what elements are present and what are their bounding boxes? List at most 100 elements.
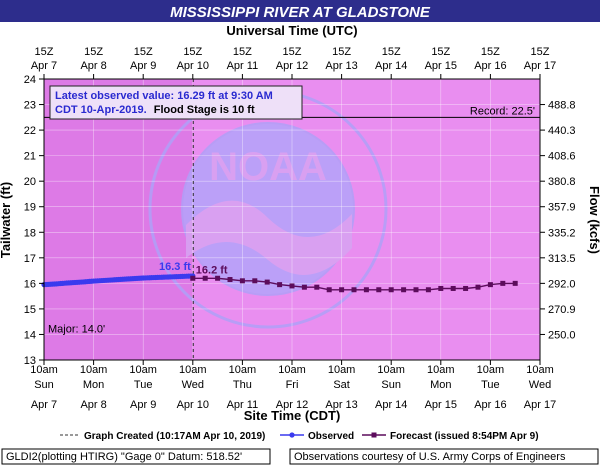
observed-period-background: [44, 79, 194, 360]
title-bar: [0, 0, 600, 22]
forecast-point: [215, 275, 221, 281]
bottom-tick-date: Apr 12: [276, 399, 308, 411]
top-tick-date: Apr 8: [80, 60, 106, 72]
right-tick-label: 357.9: [548, 202, 576, 214]
left-tick-label: 20: [24, 176, 36, 188]
chart-title: MISSISSIPPI RIVER AT GLADSTONE: [170, 4, 431, 21]
top-tick-time: 15Z: [382, 46, 401, 58]
left-tick-label: 22: [24, 125, 36, 137]
left-tick-label: 19: [24, 202, 36, 214]
top-tick-date: Apr 17: [524, 60, 556, 72]
info-flood-stage: Flood Stage is 10 ft: [154, 104, 255, 116]
left-tick-label: 21: [24, 151, 36, 163]
top-tick-time: 15Z: [183, 46, 202, 58]
forecast-point: [289, 283, 295, 289]
bottom-tick-date: Apr 13: [325, 399, 357, 411]
forecast-point: [401, 287, 407, 293]
right-tick-label: 313.5: [548, 253, 576, 265]
bottom-tick-time: 10am: [179, 364, 207, 376]
top-tick-labels: 15Z Apr 7 15Z Apr 8 15Z Apr 9 15Z Apr 10 15Z Apr …: [31, 46, 556, 79]
right-tick-label: 335.2: [548, 227, 576, 239]
forecast-point: [487, 282, 493, 288]
right-axis-title: Flow (kcfs): [587, 186, 600, 254]
footer-courtesy-text: Observations courtesy of U.S. Army Corps…: [294, 451, 566, 463]
bottom-tick-day: Fri: [286, 379, 299, 391]
major-stage-label: Major: 14.0': [48, 323, 105, 335]
top-tick-time: 15Z: [431, 46, 450, 58]
top-tick-time: 15Z: [35, 46, 54, 58]
forecast-point: [314, 284, 320, 290]
forecast-point: [326, 287, 332, 293]
top-tick-time: 15Z: [134, 46, 153, 58]
right-tick-label: 250.0: [548, 329, 576, 341]
bottom-tick-day: Tue: [481, 379, 500, 391]
info-box: [49, 85, 303, 120]
top-tick-date: Apr 10: [177, 60, 209, 72]
bottom-tick-day: Sun: [34, 379, 54, 391]
bottom-tick-day: Sun: [381, 379, 401, 391]
noaa-watermark: NOAA: [148, 89, 388, 329]
bottom-tick-day: Sat: [333, 379, 350, 391]
footer-datum-box: [1, 448, 271, 465]
forecast-point: [202, 275, 208, 281]
footer-courtesy-box: [289, 448, 599, 465]
forecast-point: [277, 282, 283, 288]
top-tick-time: 15Z: [332, 46, 351, 58]
forecast-value-label: 16.2 ft: [196, 264, 228, 276]
bottom-tick-time: 10am: [328, 364, 356, 376]
forecast-point: [425, 287, 431, 293]
bottom-tick-time: 10am: [129, 364, 157, 376]
top-tick-date: Apr 12: [276, 60, 308, 72]
legend-forecast-marker: [371, 432, 377, 438]
forecast-point: [463, 285, 469, 291]
bottom-tick-time: 10am: [526, 364, 554, 376]
top-tick-date: Apr 13: [325, 60, 357, 72]
top-axis-title: Universal Time (UTC): [226, 23, 357, 38]
top-tick-date: Apr 9: [130, 60, 156, 72]
forecast-point: [190, 275, 196, 281]
observed-value-label: 16.3 ft: [159, 261, 191, 273]
top-tick-date: Apr 15: [425, 60, 457, 72]
legend-observed-label: Observed: [308, 431, 354, 442]
forecast-point: [252, 278, 258, 284]
top-tick-date: Apr 14: [375, 60, 407, 72]
right-tick-label: 440.3: [548, 125, 576, 137]
top-tick-date: Apr 16: [474, 60, 506, 72]
bottom-tick-day: Mon: [430, 379, 451, 391]
bottom-tick-time: 10am: [278, 364, 306, 376]
bottom-tick-day: Thu: [233, 379, 252, 391]
forecast-point: [388, 287, 394, 293]
forecast-point: [438, 285, 444, 291]
left-tick-label: 18: [24, 227, 36, 239]
bottom-tick-time: 10am: [377, 364, 405, 376]
forecast-point: [264, 279, 270, 285]
forecast-point: [376, 287, 382, 293]
left-tick-labels: 13 14 15 16 17 18 19 20 21 22 23 24: [24, 74, 44, 367]
left-tick-label: 13: [24, 355, 36, 367]
bottom-tick-time: 10am: [427, 364, 455, 376]
legend-created-label: Graph Created (10:17AM Apr 10, 2019): [84, 431, 265, 442]
bottom-tick-date: Apr 8: [80, 399, 106, 411]
legend-forecast-label: Forecast (issued 8:54PM Apr 9): [390, 431, 539, 442]
bottom-tick-day: Wed: [182, 379, 204, 391]
bottom-tick-date: Apr 15: [425, 399, 457, 411]
top-tick-time: 15Z: [84, 46, 103, 58]
bottom-tick-labels: 10am Sun Apr 7 10am Mon Apr 8 10am Tue Apr 9 10am…: [30, 360, 556, 411]
left-tick-label: 23: [24, 100, 36, 112]
grid-lines: [44, 79, 540, 360]
forecast-point: [500, 280, 506, 286]
right-tick-label: 292.0: [548, 278, 576, 290]
bottom-tick-day: Tue: [134, 379, 153, 391]
top-tick-time: 15Z: [531, 46, 550, 58]
forecast-point: [475, 284, 481, 290]
info-latest-value: Latest observed value: 16.29 ft at 9:30 …: [55, 90, 273, 102]
bottom-tick-time: 10am: [229, 364, 257, 376]
left-tick-label: 24: [24, 74, 36, 86]
series-layer: [41, 273, 518, 293]
right-tick-label: 270.9: [548, 304, 576, 316]
bottom-tick-time: 10am: [30, 364, 58, 376]
bottom-tick-date: Apr 10: [177, 399, 209, 411]
record-stage-label: Record: 22.5': [470, 105, 535, 117]
forecast-point: [227, 277, 233, 283]
